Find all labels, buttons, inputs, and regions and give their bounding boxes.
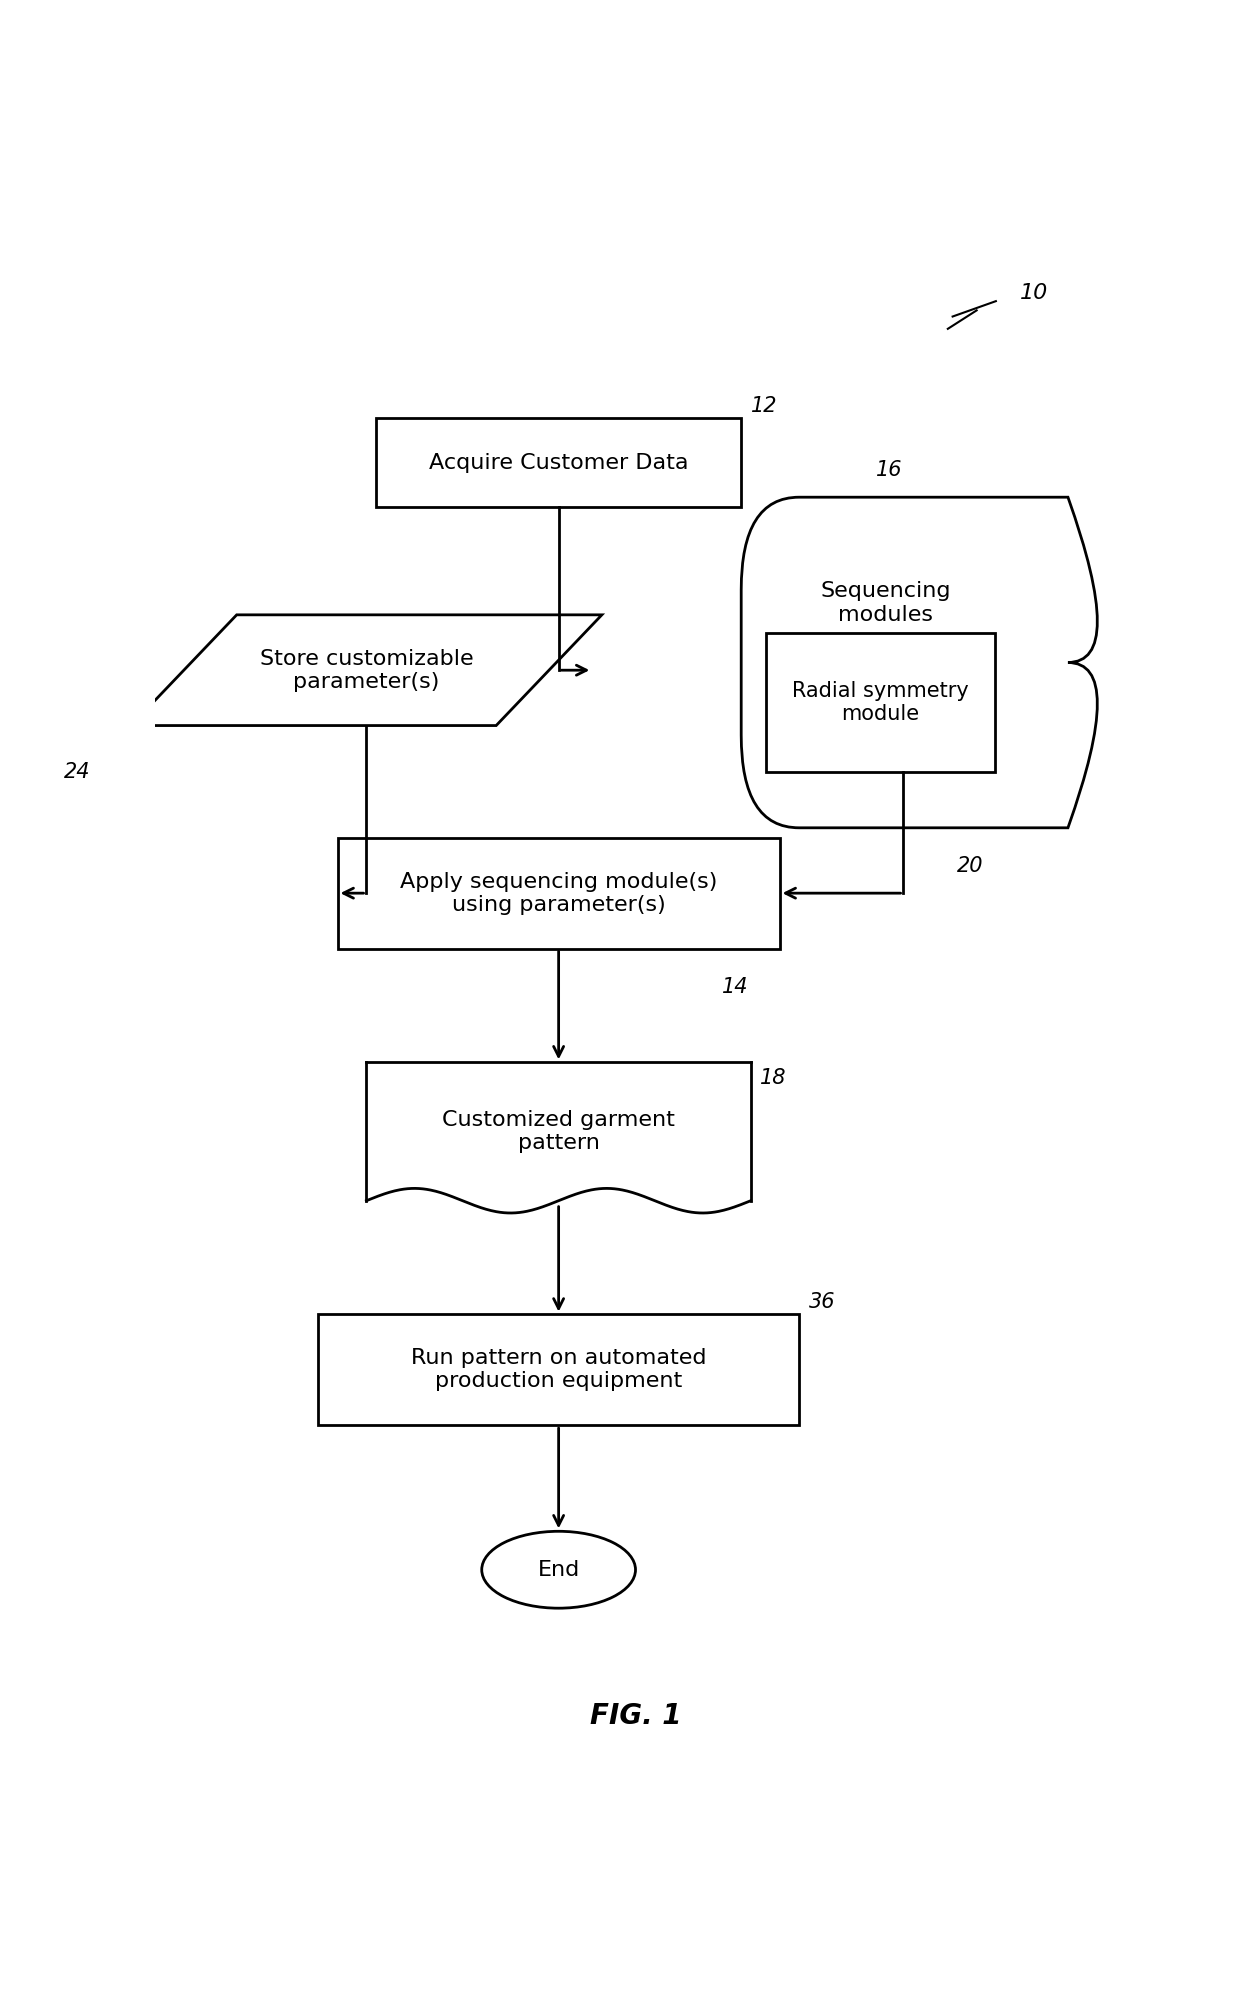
Bar (319, 1314, 799, 1426)
Text: Apply sequencing module(s)
using parameter(s): Apply sequencing module(s) using paramet… (401, 871, 717, 915)
Text: 24: 24 (63, 761, 91, 781)
Ellipse shape (481, 1532, 635, 1608)
Text: 12: 12 (751, 395, 777, 415)
Bar (337, 839, 780, 949)
Text: 36: 36 (808, 1292, 835, 1312)
Polygon shape (131, 615, 601, 725)
Text: End: End (537, 1560, 580, 1580)
Text: 16: 16 (875, 459, 903, 479)
Text: 14: 14 (722, 977, 749, 997)
Bar (376, 417, 742, 507)
Text: Store customizable
parameter(s): Store customizable parameter(s) (259, 649, 474, 691)
Text: 20: 20 (956, 857, 983, 877)
Bar (766, 633, 994, 771)
Text: Acquire Customer Data: Acquire Customer Data (429, 453, 688, 473)
Text: Run pattern on automated
production equipment: Run pattern on automated production equi… (410, 1348, 707, 1392)
Text: Radial symmetry
module: Radial symmetry module (792, 681, 968, 723)
Text: 10: 10 (1019, 284, 1048, 304)
Text: Sequencing
modules: Sequencing modules (820, 581, 951, 625)
Text: Customized garment
pattern: Customized garment pattern (443, 1110, 675, 1152)
Polygon shape (367, 1062, 751, 1212)
PathPatch shape (742, 497, 1097, 829)
Text: FIG. 1: FIG. 1 (590, 1701, 681, 1729)
Text: 18: 18 (760, 1068, 787, 1088)
